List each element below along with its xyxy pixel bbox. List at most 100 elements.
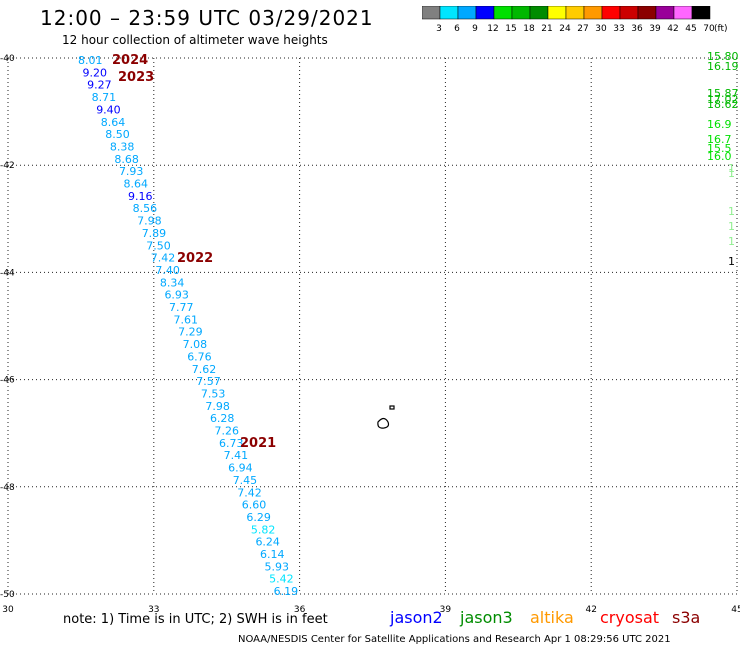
swh-track-value: 7.93 bbox=[119, 165, 144, 178]
pass-time-label: 2024 bbox=[112, 53, 148, 68]
lat-label: -48 bbox=[0, 483, 15, 493]
mission-jason2: jason2 bbox=[390, 608, 443, 627]
pass-time-label: 2023 bbox=[118, 70, 154, 85]
mission-jason3: jason3 bbox=[460, 608, 513, 627]
legend-label: 12 bbox=[487, 24, 498, 34]
swh-track-value: 6.28 bbox=[210, 412, 235, 425]
swh-track-value: 8.38 bbox=[110, 140, 135, 153]
swh-track-value: 7.29 bbox=[178, 326, 203, 339]
legend-label: 33 bbox=[613, 24, 624, 34]
swh-track-value: 6.29 bbox=[246, 511, 271, 524]
swh-track-value: 7.42 bbox=[237, 486, 262, 499]
mission-altika: altika bbox=[530, 608, 574, 627]
lat-label: -40 bbox=[0, 54, 15, 64]
map-subtitle: 12 hour collection of altimeter wave hei… bbox=[62, 33, 328, 47]
map-title: 12:00 – 23:59 UTC 03/29/2021 bbox=[40, 6, 374, 30]
legend-label: 30 bbox=[595, 24, 607, 34]
lat-label: -46 bbox=[0, 376, 15, 386]
swh-track-value: 9.16 bbox=[128, 190, 153, 203]
lon-label: 45 bbox=[731, 605, 740, 615]
swh-track-value: 7.77 bbox=[169, 301, 194, 314]
mission-cryosat: cryosat bbox=[600, 608, 660, 627]
lon-label: 33 bbox=[148, 605, 159, 615]
swh-track-value: 7.61 bbox=[174, 313, 199, 326]
lon-label: 42 bbox=[585, 605, 596, 615]
swh-track-value: 7.62 bbox=[192, 363, 217, 376]
swh-edge-value: 16.19 bbox=[707, 60, 739, 73]
graticule bbox=[7, 57, 738, 595]
legend-label: 3 bbox=[436, 24, 442, 34]
legend-label: 21 bbox=[541, 24, 552, 34]
swh-track-value: 7.42 bbox=[151, 252, 176, 265]
legend-label: 36 bbox=[631, 24, 643, 34]
swh-track-value: 8.68 bbox=[114, 153, 138, 166]
swh-edge-value: 15.80 bbox=[707, 50, 739, 63]
swh-edge-value: 16.9 bbox=[707, 118, 732, 131]
swh-edge-value: 17.02 bbox=[707, 93, 739, 106]
legend-label: 42 bbox=[667, 24, 678, 34]
legend-unit: (ft) bbox=[714, 24, 728, 34]
swh-partial-value: 1 bbox=[728, 255, 735, 268]
swh-edge-value: 16.0 bbox=[707, 150, 732, 163]
swh-track-value: 6.73 bbox=[219, 437, 244, 450]
swh-partial-value: 1 bbox=[728, 167, 735, 180]
legend-swatch bbox=[691, 6, 711, 20]
swh-track-value: 7.08 bbox=[183, 338, 208, 351]
swh-partial-value: 1 bbox=[728, 162, 735, 175]
swh-edge-value: 15.5 bbox=[707, 142, 732, 155]
mission-s3a: s3a bbox=[672, 608, 701, 627]
swh-partial-value: 1 bbox=[728, 235, 735, 248]
swh-track-value: 8.56 bbox=[133, 202, 158, 215]
swh-track-value: 9.20 bbox=[83, 66, 108, 79]
legend-label: 9 bbox=[472, 24, 478, 34]
legend-label: 15 bbox=[505, 24, 516, 34]
swh-track-value: 6.76 bbox=[187, 350, 212, 363]
swh-track-value: 8.64 bbox=[101, 116, 126, 129]
swh-track-value: 9.27 bbox=[87, 79, 112, 92]
swh-track-value: 7.50 bbox=[146, 239, 171, 252]
legend-label: 70 bbox=[703, 24, 715, 34]
swh-track-value: 9.40 bbox=[96, 103, 121, 116]
pass-time-label: 2022 bbox=[177, 251, 213, 266]
legend-label: 45 bbox=[685, 24, 696, 34]
legend-label: 24 bbox=[559, 24, 571, 34]
legend-label: 39 bbox=[649, 24, 661, 34]
swh-track-value: 7.41 bbox=[224, 449, 249, 462]
lon-label: 36 bbox=[294, 605, 306, 615]
swh-track-value: 5.82 bbox=[251, 523, 276, 536]
lon-label: 30 bbox=[2, 605, 14, 615]
swh-track-value: 7.40 bbox=[155, 264, 180, 277]
swh-track-value: 5.93 bbox=[265, 560, 290, 573]
island-outline bbox=[377, 405, 395, 429]
swh-track-value: 7.89 bbox=[142, 227, 167, 240]
swh-track-value: 8.01 bbox=[78, 54, 103, 67]
pass-time-label: 2021 bbox=[240, 436, 276, 451]
swh-track-value: 6.60 bbox=[242, 499, 266, 512]
swh-track-value: 6.93 bbox=[164, 289, 189, 302]
legend-label: 18 bbox=[523, 24, 535, 34]
swh-track-value: 5.42 bbox=[269, 573, 294, 586]
swh-track-value: 6.94 bbox=[228, 462, 253, 475]
swh-edge-value: 16.7 bbox=[707, 133, 732, 146]
swh-track-value: 8.34 bbox=[160, 276, 185, 289]
swh-track-value: 8.64 bbox=[124, 178, 149, 191]
swh-partial-value: 1 bbox=[728, 220, 735, 233]
swh-track-value: 7.57 bbox=[196, 375, 221, 388]
lat-label: -50 bbox=[0, 590, 15, 600]
swh-track-value: 6.19 bbox=[274, 585, 299, 598]
lon-label: 39 bbox=[440, 605, 452, 615]
credit-line: NOAA/NESDIS Center for Satellite Applica… bbox=[238, 634, 671, 645]
lat-label: -42 bbox=[0, 161, 15, 171]
swh-edge-value: 18.62 bbox=[707, 98, 739, 111]
swh-track-value: 7.98 bbox=[205, 400, 230, 413]
color-legend: 3 6 9 12 15 18 21 24 27 30 33 36 39 42 45 70 (ft) bbox=[422, 6, 728, 34]
swh-edge-value: 15.87 bbox=[707, 87, 739, 100]
swh-track-value: 7.98 bbox=[137, 215, 162, 228]
lat-label: -44 bbox=[0, 268, 15, 278]
legend-label: 6 bbox=[454, 24, 460, 34]
legend-label: 27 bbox=[577, 24, 588, 34]
swh-track-value: 8.50 bbox=[105, 128, 130, 141]
swh-track-value: 7.26 bbox=[215, 425, 240, 438]
swh-track-value: 8.71 bbox=[92, 91, 117, 104]
